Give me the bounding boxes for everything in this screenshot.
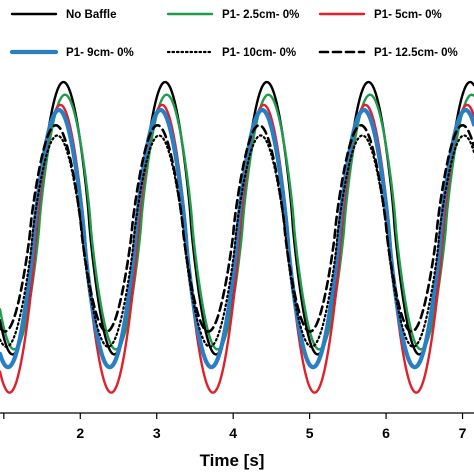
x-axis-ticks: 2 3 4 5 6 7 — [3, 413, 467, 441]
legend-label-0: No Baffle — [66, 9, 116, 21]
legend-label-1: P1- 2.5cm- 0% — [222, 9, 299, 21]
x-tick-label: 6 — [382, 425, 390, 441]
x-tick-label: 5 — [306, 425, 314, 441]
legend: No Baffle P1- 2.5cm- 0% P1- 5cm- 0% P1- 9cm… — [9, 9, 458, 59]
legend-label-2: P1- 5cm- 0% — [374, 9, 442, 21]
plot-area — [0, 80, 474, 394]
x-tick-label: 4 — [229, 425, 237, 441]
legend-label-4: P1- 10cm- 0% — [222, 47, 296, 59]
x-tick-label: 3 — [153, 425, 161, 441]
x-tick-label: 7 — [459, 425, 467, 441]
x-axis-title: Time [s] — [200, 451, 265, 470]
series-line-5 — [0, 123, 474, 333]
x-tick-label: 2 — [76, 425, 84, 441]
legend-label-3: P1- 9cm- 0% — [66, 47, 134, 59]
legend-label-5: P1- 12.5cm- 0% — [374, 47, 458, 59]
